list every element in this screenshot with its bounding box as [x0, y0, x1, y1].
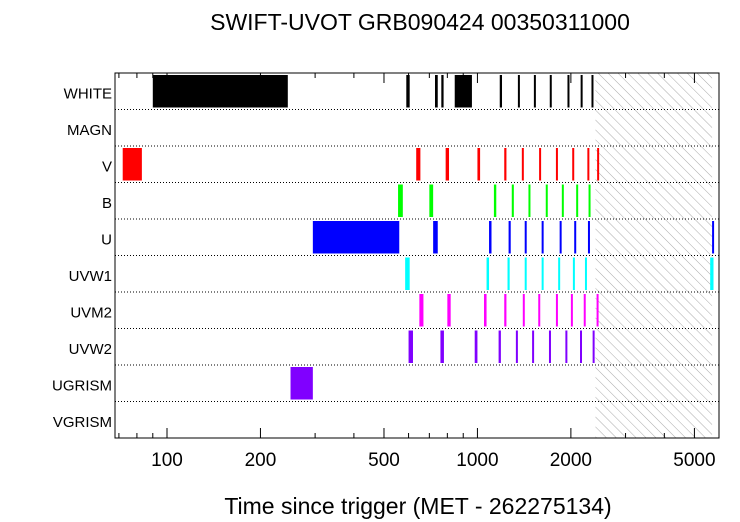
exposure-bar-uvw1	[710, 257, 714, 290]
x-tick-label: 200	[245, 450, 277, 471]
exposure-bar-b	[398, 184, 403, 217]
exposure-bar-b	[429, 184, 434, 217]
exposure-bar-uvm2	[583, 294, 586, 327]
x-tick-label: 500	[368, 450, 400, 471]
exposure-bar-uvm2	[596, 294, 599, 327]
no-data-hatch	[595, 73, 713, 438]
exposure-bar-ugrism	[290, 367, 313, 400]
x-tick-label: 5000	[673, 450, 715, 471]
exposure-bar-u	[574, 221, 577, 254]
exposure-bar-u	[587, 221, 590, 254]
exposure-bar-white	[580, 75, 583, 108]
no-data-region	[595, 73, 713, 438]
exposure-bar-uvw2	[580, 330, 583, 363]
filter-label-b: B	[102, 195, 112, 212]
exposure-bar-u	[433, 221, 438, 254]
exposure-bar-white	[549, 75, 552, 108]
exposure-bar-uvw2	[408, 330, 413, 363]
filter-label-v: V	[102, 158, 112, 175]
exposure-bar-uvw1	[405, 257, 410, 290]
filter-label-u: U	[101, 231, 112, 248]
exposure-bar-v	[521, 148, 524, 181]
exposure-bar-uvw2	[565, 330, 568, 363]
exposure-bar-uvw2	[592, 330, 595, 363]
x-tick-label: 2000	[550, 450, 592, 471]
exposure-bar-uvw1	[541, 257, 544, 290]
filter-label-uvm2: UVM2	[70, 304, 112, 321]
exposure-bar-uvw2	[548, 330, 551, 363]
exposure-bar-b	[576, 184, 579, 217]
exposure-bar-v	[477, 148, 481, 181]
exposure-bar-uvm2	[484, 294, 487, 327]
exposure-bar-uvm2	[522, 294, 525, 327]
x-tick-label: 100	[151, 450, 183, 471]
x-axis-label: Time since trigger (MET - 262275134)	[224, 493, 611, 519]
exposure-bar-uvw1	[558, 257, 561, 290]
exposure-bar-uvw1	[584, 257, 587, 290]
exposure-bar-white	[152, 75, 288, 108]
exposure-bar-b	[493, 184, 497, 217]
exposure-bar-b	[561, 184, 564, 217]
exposure-bar-white	[441, 75, 444, 108]
exposure-bar-u	[508, 221, 511, 254]
x-axis-tick-labels: 100 200 500 1000 2000 5000	[151, 450, 715, 471]
exposure-bar-b	[528, 184, 531, 217]
plot-frame	[114, 72, 720, 439]
exposure-bar-b	[511, 184, 514, 217]
filter-label-vgrism: VGRISM	[53, 414, 112, 431]
exposure-bar-v	[555, 148, 558, 181]
exposure-bar-uvw1	[507, 257, 510, 290]
exposure-bar-v	[539, 148, 542, 181]
exposure-bar-uvw1	[486, 257, 490, 290]
filter-label-ugrism: UGRISM	[52, 377, 112, 394]
exposure-bar-uvw2	[532, 330, 535, 363]
exposure-bar-u	[312, 221, 400, 254]
exposure-bar-white	[406, 75, 410, 108]
exposure-bar-white	[454, 75, 472, 108]
exposure-bar-b	[588, 184, 591, 217]
filter-label-white: WHITE	[64, 85, 112, 102]
exposure-bar-uvm2	[570, 294, 573, 327]
exposure-bar-uvw2	[440, 330, 444, 363]
exposure-bar-white	[499, 75, 503, 108]
exposure-bar-white	[435, 75, 438, 108]
exposure-bar-v	[504, 148, 507, 181]
exposure-bar-u	[489, 221, 492, 254]
x-tick-label: 1000	[456, 450, 498, 471]
exposure-bar-v	[587, 148, 590, 181]
exposure-bar-v	[572, 148, 575, 181]
exposure-bar-b	[545, 184, 548, 217]
exposure-bar-white	[533, 75, 536, 108]
exposure-bar-v	[445, 148, 450, 181]
filter-label-uvw1: UVW1	[69, 268, 112, 285]
exposure-bar-uvm2	[538, 294, 541, 327]
filter-labels: WHITE MAGN V B U UVW1 UVM2 UVW2 UGRISM VGRISM	[52, 85, 112, 431]
filter-label-uvw2: UVW2	[69, 341, 112, 358]
exposure-bar-white	[591, 75, 594, 108]
exposure-bar-u	[541, 221, 544, 254]
exposure-bar-uvw1	[572, 257, 575, 290]
exposure-bar-uvm2	[555, 294, 558, 327]
chart-title: SWIFT-UVOT GRB090424 00350311000	[210, 9, 630, 35]
exposure-bar-u	[559, 221, 562, 254]
exposure-bar-uvw2	[515, 330, 518, 363]
exposure-bar-white	[517, 75, 520, 108]
exposure-bar-v	[597, 148, 600, 181]
exposure-bar-v	[416, 148, 421, 181]
x-axis-ticks	[118, 73, 720, 438]
exposure-bar-white	[567, 75, 570, 108]
exposure-bar-uvm2	[504, 294, 507, 327]
exposure-bar-u	[524, 221, 527, 254]
exposure-bar-u	[712, 221, 715, 254]
exposure-bar-uvw2	[474, 330, 478, 363]
filter-label-magn: MAGN	[67, 122, 112, 139]
exposure-bars	[122, 75, 715, 400]
exposure-bar-uvw1	[524, 257, 527, 290]
exposure-bar-uvw2	[498, 330, 501, 363]
exposure-bar-uvm2	[419, 294, 424, 327]
exposure-bar-v	[122, 148, 142, 181]
exposure-bar-uvm2	[447, 294, 451, 327]
